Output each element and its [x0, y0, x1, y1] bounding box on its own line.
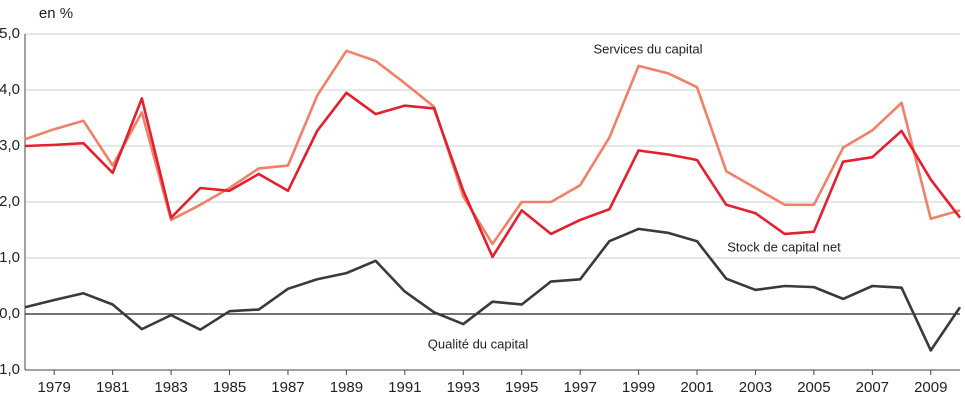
series-line [24, 227, 962, 352]
x-tick-label: 1981 [96, 379, 129, 396]
x-tick-label: 2007 [856, 379, 889, 396]
y-tick-label: 0,0 [0, 305, 20, 322]
x-tick-label: 2005 [797, 379, 830, 396]
series-label: Qualité du capital [428, 336, 529, 351]
y-axis-label: en % [39, 5, 73, 22]
x-tick-label: 2009 [914, 379, 947, 396]
series-line [24, 49, 961, 246]
y-tick-label: 2,0 [0, 193, 20, 210]
series-line [24, 91, 962, 259]
series-label: Services du capital [593, 41, 702, 56]
y-tick-label: –1,0 [0, 361, 20, 378]
x-tick-label: 1995 [505, 379, 538, 396]
x-tick-label: 1991 [388, 379, 421, 396]
x-tick-label: 1997 [563, 379, 596, 396]
y-tick-label: 1,0 [0, 249, 20, 266]
x-tick-label: 1999 [622, 379, 655, 396]
x-tick-label: 1985 [213, 379, 246, 396]
y-tick-label: 5,0 [0, 25, 20, 42]
y-tick-label: 4,0 [0, 81, 20, 98]
x-tick-label: 2003 [739, 379, 772, 396]
x-tick-label: 1983 [154, 379, 187, 396]
x-tick-label: 2001 [680, 379, 713, 396]
x-tick-label: 1987 [271, 379, 304, 396]
series-label: Stock de capital net [727, 239, 841, 254]
x-tick-label: 1989 [330, 379, 363, 396]
y-tick-label: 3,0 [0, 137, 20, 154]
x-tick-label: 1979 [38, 379, 71, 396]
x-tick-label: 1993 [447, 379, 480, 396]
